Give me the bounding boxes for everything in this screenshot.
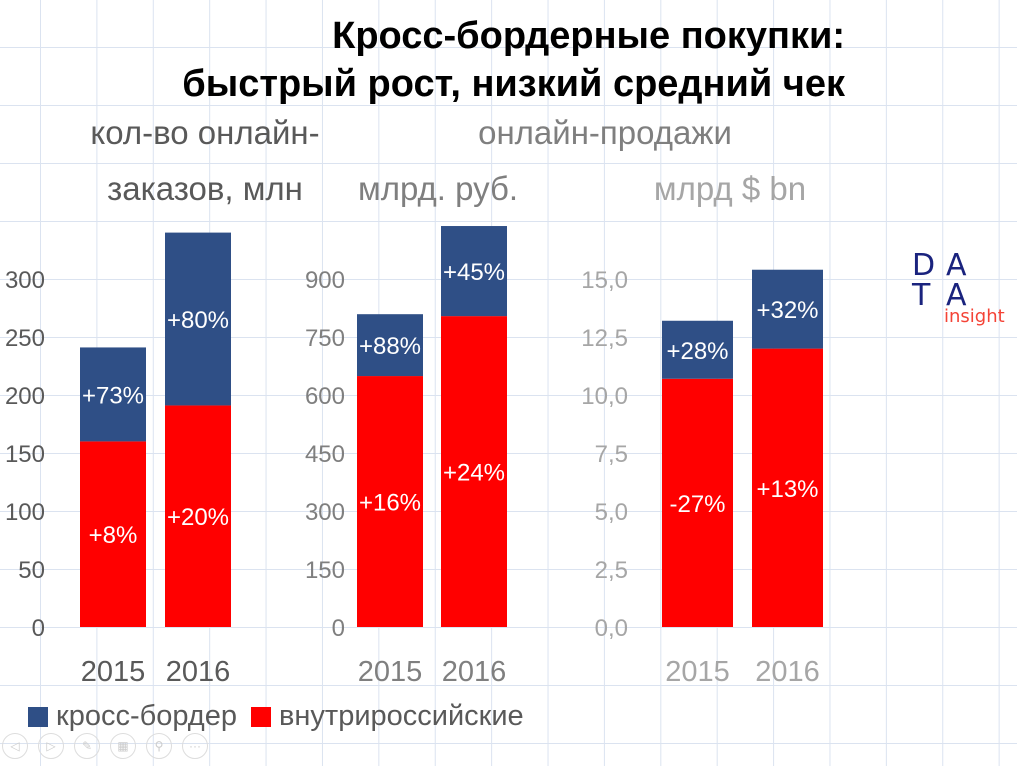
legend-swatch-cross-border (28, 706, 48, 727)
chart2-title-line1: онлайн-продажи (478, 114, 732, 151)
zoom-icon[interactable]: ⚲ (146, 733, 172, 759)
y-tick-label: 0,0 (595, 615, 628, 642)
y-tick-label: 10,0 (581, 383, 628, 410)
bar-segment-domestic (441, 316, 507, 627)
bar-segment-domestic (357, 376, 423, 627)
y-tick-label: 150 (5, 441, 45, 468)
chart1-title-line2: заказов, млн (107, 170, 303, 207)
bar-segment-cross-border (752, 269, 823, 349)
data-label: +32% (756, 297, 818, 324)
y-tick-label: 50 (18, 557, 45, 584)
title-line-2: быстрый рост, низкий средний чек (182, 63, 845, 105)
pen-icon[interactable]: ✎ (74, 733, 100, 759)
bar-segment-domestic (165, 405, 231, 627)
y-tick-label: 200 (5, 383, 45, 410)
slides-icon[interactable]: ▦ (110, 733, 136, 759)
chart1-title-line1: кол-во онлайн- (90, 114, 320, 151)
legend-label-cross-border: кросс-бордер (56, 700, 237, 732)
bar-segment-cross-border (80, 347, 146, 442)
y-tick-label: 7,5 (595, 441, 628, 468)
chart2-title: онлайн-продажи млрд. руб. (350, 108, 740, 214)
y-tick-label: 250 (5, 325, 45, 352)
bar-segment-domestic (80, 441, 146, 627)
x-tick-label: 2015 (358, 656, 423, 688)
logo-sub: insight (944, 306, 1005, 327)
title-line-1: Кросс-бордерные покупки: (332, 15, 845, 57)
y-tick-label: 450 (305, 441, 345, 468)
slide-title: Кросс-бордерные покупки: быстрый рост, н… (182, 12, 845, 108)
data-label: +80% (167, 307, 229, 334)
y-tick-label: 900 (305, 267, 345, 294)
x-tick-label: 2016 (166, 656, 231, 688)
y-tick-label: 15,0 (581, 267, 628, 294)
y-tick-label: 2,5 (595, 557, 628, 584)
data-label: +73% (82, 382, 144, 409)
legend: кросс-бордер внутрироссийские (28, 700, 524, 733)
chart2-title-line2: млрд. руб. (358, 170, 519, 207)
x-tick-label: 2016 (755, 656, 820, 688)
data-label: +13% (756, 476, 818, 503)
legend-label-domestic: внутрироссийские (278, 700, 524, 732)
y-tick-label: 300 (5, 267, 45, 294)
bar-segment-cross-border (357, 314, 423, 377)
data-label: +16% (359, 490, 421, 517)
chart1-title: кол-во онлайн- заказов, млн (40, 108, 370, 214)
bar-segment-cross-border (441, 226, 507, 317)
legend-swatch-domestic (250, 706, 271, 727)
x-tick-label: 2015 (81, 656, 146, 688)
y-tick-label: 0 (32, 615, 45, 642)
more-icon[interactable]: ··· (182, 733, 208, 759)
chart3-title-line2: млрд $ bn (653, 170, 807, 207)
bar-segment-cross-border (165, 232, 231, 406)
prev-icon[interactable]: ◁ (2, 733, 28, 759)
data-label: +45% (443, 259, 505, 286)
data-label: +8% (89, 522, 138, 549)
bar-segment-domestic (752, 348, 823, 627)
chart3-title: млрд $ bn (620, 108, 840, 214)
data-label: +20% (167, 504, 229, 531)
bar-segment-cross-border (662, 320, 733, 379)
y-tick-label: 600 (305, 383, 345, 410)
x-tick-label: 2016 (442, 656, 507, 688)
data-label: -27% (669, 491, 725, 518)
y-tick-label: 12,5 (581, 325, 628, 352)
y-tick-label: 300 (305, 499, 345, 526)
next-icon[interactable]: ▷ (38, 733, 64, 759)
data-label: +24% (443, 460, 505, 487)
y-tick-label: 5,0 (595, 499, 628, 526)
y-tick-label: 150 (305, 557, 345, 584)
data-label: +88% (359, 333, 421, 360)
y-tick-label: 750 (305, 325, 345, 352)
x-tick-label: 2015 (665, 656, 730, 688)
y-tick-label: 100 (5, 499, 45, 526)
bar-segment-domestic (662, 378, 733, 627)
slideshow-nav: ◁ ▷ ✎ ▦ ⚲ ··· (2, 733, 208, 759)
y-tick-label: 0 (332, 615, 345, 642)
data-label: +28% (666, 338, 728, 365)
